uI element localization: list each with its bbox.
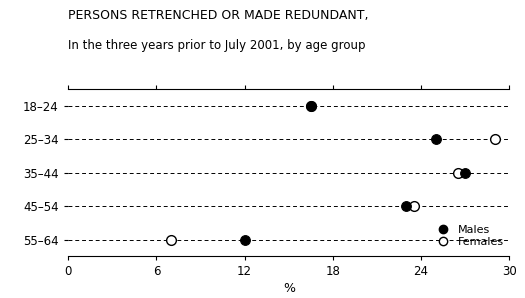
Text: In the three years prior to July 2001, by age group: In the three years prior to July 2001, b… [68, 39, 366, 52]
Legend: Males, Females: Males, Females [432, 225, 503, 247]
X-axis label: %: % [283, 283, 295, 296]
Text: PERSONS RETRENCHED OR MADE REDUNDANT,: PERSONS RETRENCHED OR MADE REDUNDANT, [68, 9, 369, 22]
